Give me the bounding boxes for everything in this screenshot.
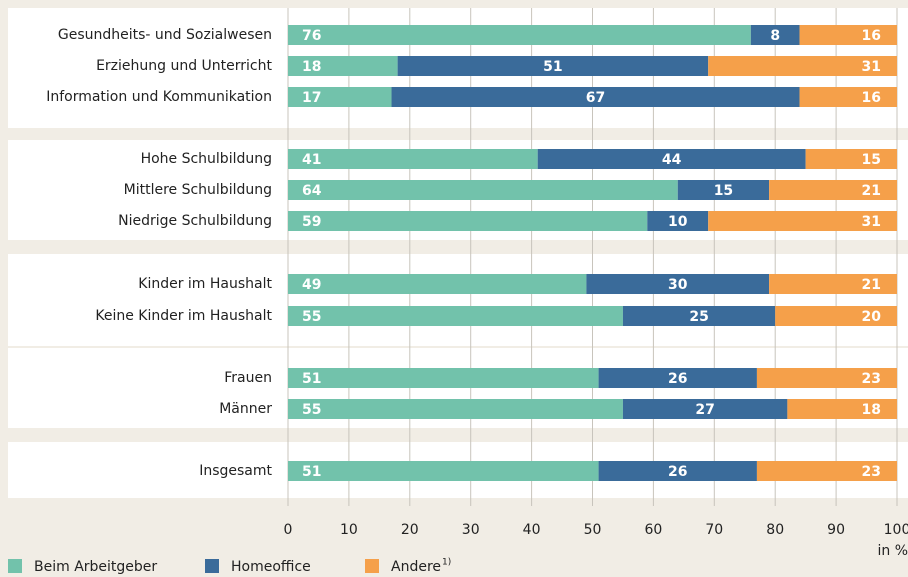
bar-segment [391,87,800,107]
x-tick-label: 30 [462,522,480,538]
row-label: Hohe Schulbildung [141,151,272,167]
row-label: Insgesamt [199,463,272,479]
row-label: Information und Kommunikation [46,89,272,105]
row-label: Mittlere Schulbildung [124,182,272,198]
bar-segment [647,211,709,231]
legend-label: Homeoffice [231,559,311,575]
bar-segment [288,180,678,200]
legend-swatch [8,559,22,573]
legend-label: Andere [391,559,441,575]
value-label: 17 [302,90,321,106]
x-tick-label: 70 [705,522,723,538]
value-label: 51 [543,59,562,75]
bar-segment [288,56,398,76]
row-label: Gesundheits- und Sozialwesen [58,27,272,43]
bar-segment [677,180,770,200]
value-label: 18 [862,402,881,418]
value-label: 44 [662,152,682,168]
bar-segment [622,399,788,419]
x-tick-label: 100 [884,522,908,538]
value-label: 20 [862,309,882,325]
bar-segment [756,461,897,481]
bar-segment [288,149,538,169]
bar-segment [708,56,897,76]
legend-footnote: 1) [442,558,451,568]
value-label: 23 [862,464,881,480]
value-label: 15 [862,152,881,168]
value-label: 25 [689,309,708,325]
value-label: 51 [302,464,321,480]
bar-segment [288,211,648,231]
value-label: 67 [586,90,605,106]
row-label: Kinder im Haushalt [138,276,272,292]
x-tick-label: 40 [523,522,541,538]
value-label: 21 [862,277,881,293]
value-label: 55 [302,402,321,418]
x-tick-label: 50 [584,522,602,538]
bar-segment [288,306,623,326]
bar-segment [288,461,599,481]
bar-segment [537,149,806,169]
bar-segment [805,149,897,169]
value-label: 26 [668,464,687,480]
x-axis-unit: in % [877,543,908,559]
group-panels [8,8,908,498]
value-label: 26 [668,371,687,387]
value-label: 15 [714,183,733,199]
bar-segment [288,399,623,419]
row-label: Keine Kinder im Haushalt [95,308,272,324]
value-label: 41 [302,152,321,168]
value-label: 21 [862,183,881,199]
value-label: 31 [862,214,881,230]
value-label: 31 [862,59,881,75]
row-label: Erziehung und Unterricht [96,58,272,74]
legend-swatch [365,559,379,573]
value-label: 18 [302,59,321,75]
bar-segment [775,306,897,326]
bar-segment [598,368,757,388]
bar-segment [397,56,709,76]
bar-segment [622,306,776,326]
x-tick-label: 80 [766,522,784,538]
bar-segment [708,211,897,231]
row-label: Frauen [224,370,272,386]
legend-swatch [205,559,219,573]
value-label: 76 [302,28,321,44]
row-label: Niedrige Schulbildung [118,213,272,229]
legend-label: Beim Arbeitgeber [34,559,157,575]
bar-segment [288,87,392,107]
value-label: 23 [862,371,881,387]
value-label: 27 [695,402,714,418]
value-label: 8 [770,28,780,44]
bar-segment [586,274,770,294]
row-label: Männer [219,401,272,417]
bar-segment [750,25,800,45]
value-label: 30 [668,277,688,293]
value-label: 55 [302,309,321,325]
bar-segment [756,368,897,388]
bar-segment [288,368,599,388]
value-label: 49 [302,277,321,293]
bar-segment [799,25,897,45]
value-label: 16 [862,90,881,106]
value-label: 64 [302,183,322,199]
bar-segment [769,274,897,294]
value-label: 59 [302,214,321,230]
x-tick-label: 60 [644,522,662,538]
bar-segment [769,180,897,200]
panel [8,254,908,346]
bar-segment [598,461,757,481]
x-tick-label: 90 [827,522,845,538]
bar-segment [787,399,897,419]
bar-segment [799,87,897,107]
value-label: 10 [668,214,688,230]
bar-segment [288,274,587,294]
x-tick-label: 0 [284,522,293,538]
x-tick-label: 10 [340,522,358,538]
value-label: 51 [302,371,321,387]
value-label: 16 [862,28,881,44]
bar-segment [288,25,751,45]
x-tick-label: 20 [401,522,419,538]
